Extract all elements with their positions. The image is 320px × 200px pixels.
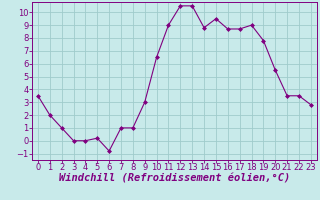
X-axis label: Windchill (Refroidissement éolien,°C): Windchill (Refroidissement éolien,°C) bbox=[59, 174, 290, 184]
